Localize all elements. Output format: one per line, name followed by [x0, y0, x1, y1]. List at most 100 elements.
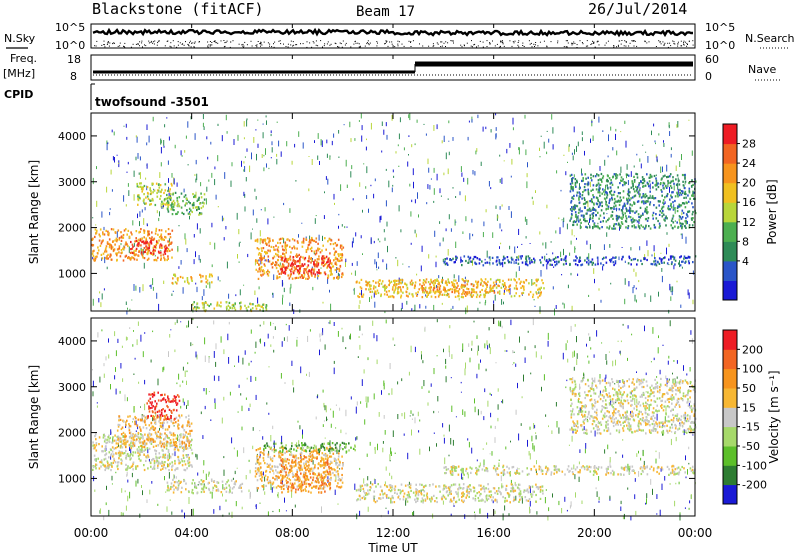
heatmap-speckle: [218, 375, 220, 382]
heatmap-cell: [646, 258, 648, 262]
heatmap-cell: [189, 464, 191, 467]
heatmap-cell: [265, 306, 267, 309]
heatmap-cell: [196, 208, 198, 212]
heatmap-speckle: [233, 447, 235, 450]
heatmap-speckle: [168, 192, 170, 198]
noise-search-dot: [384, 43, 386, 44]
heatmap-cell: [434, 290, 437, 293]
heatmap-cell: [200, 280, 203, 283]
heatmap-speckle: [255, 341, 257, 348]
heatmap-speckle: [448, 424, 450, 432]
heatmap-cell: [640, 224, 642, 227]
heatmap-cell: [132, 245, 134, 248]
heatmap-speckle: [575, 492, 576, 498]
heatmap-speckle: [245, 177, 247, 182]
heatmap-cell: [322, 255, 325, 258]
heatmap-cell: [260, 268, 262, 271]
noise-search-dot: [625, 45, 627, 47]
heatmap-cell: [260, 257, 262, 260]
heatmap-cell: [508, 285, 511, 288]
heatmap-cell: [438, 283, 440, 286]
heatmap-speckle: [395, 257, 397, 259]
heatmap-speckle: [203, 388, 205, 392]
heatmap-speckle: [232, 477, 234, 480]
heatmap-speckle: [214, 398, 216, 403]
heatmap-speckle: [302, 429, 303, 435]
heatmap-cell: [429, 290, 432, 293]
heatmap-cell: [467, 255, 470, 258]
heatmap-cell: [227, 304, 230, 307]
heatmap-cell: [597, 211, 599, 214]
noise-search-dot: [214, 40, 216, 42]
heatmap-cell: [573, 194, 575, 197]
heatmap-cell: [152, 248, 155, 251]
heatmap-speckle: [336, 450, 338, 455]
heatmap-speckle: [135, 430, 137, 432]
heatmap-speckle: [531, 435, 533, 442]
heatmap-cell: [682, 211, 685, 215]
heatmap-speckle: [498, 462, 500, 465]
heatmap-cell: [303, 263, 306, 266]
noise-search-dot: [692, 44, 694, 46]
heatmap-cell: [124, 243, 127, 246]
heatmap-speckle: [427, 402, 429, 406]
heatmap-cell: [481, 288, 483, 292]
heatmap-cell: [264, 238, 267, 241]
heatmap-speckle: [529, 426, 531, 430]
heatmap-cell: [495, 280, 497, 283]
heatmap-cell: [444, 258, 446, 261]
heatmap-speckle: [574, 149, 575, 155]
heatmap-cell: [298, 259, 300, 262]
heatmap-cell: [339, 244, 342, 247]
heatmap-speckle: [157, 378, 159, 386]
noise-search-dot: [528, 40, 530, 42]
heatmap-cell: [228, 301, 231, 304]
noise-search-dot: [259, 43, 261, 45]
heatmap-cell: [572, 207, 574, 210]
heatmap-speckle: [137, 153, 139, 159]
heatmap-cell: [98, 467, 101, 470]
heatmap-cell: [255, 268, 258, 271]
heatmap-cell: [632, 217, 634, 220]
noise-search-dot: [342, 40, 344, 42]
heatmap-cell: [281, 271, 283, 274]
heatmap-cell: [616, 195, 619, 198]
noise-search-dot: [432, 43, 434, 45]
heatmap-cell: [168, 203, 170, 206]
noise-search-dot: [486, 46, 488, 47]
heatmap-cell: [694, 212, 697, 215]
heatmap-cell: [334, 258, 337, 261]
noise-search-dot: [207, 46, 209, 48]
heatmap-cell: [655, 184, 657, 187]
heatmap-cell: [605, 180, 608, 183]
heatmap-cell: [95, 255, 97, 258]
heatmap-cell: [127, 256, 129, 260]
heatmap-speckle: [113, 131, 115, 136]
heatmap-cell: [307, 246, 309, 249]
heatmap-speckle: [207, 156, 209, 160]
heatmap-cell: [585, 177, 587, 180]
heatmap-speckle: [213, 351, 215, 358]
heatmap-cell: [170, 433, 173, 436]
heatmap-speckle: [140, 406, 141, 408]
heatmap-cell: [539, 288, 541, 291]
heatmap-speckle: [99, 376, 101, 383]
heatmap-cell: [141, 434, 144, 437]
heatmap-cell: [683, 202, 686, 205]
heatmap-speckle: [414, 229, 416, 234]
heatmap-cell: [331, 273, 333, 276]
heatmap-cell: [171, 184, 173, 187]
heatmap-speckle: [632, 287, 634, 294]
heatmap-cell: [203, 302, 205, 305]
heatmap-cell: [202, 303, 204, 306]
heatmap-speckle: [669, 131, 671, 136]
noise-search-dot: [385, 40, 387, 42]
heatmap-cell: [129, 466, 131, 469]
heatmap-cell: [691, 179, 693, 182]
heatmap-cell: [424, 286, 427, 289]
noise-search-dot: [634, 40, 636, 42]
heatmap-cell: [309, 239, 311, 242]
heatmap-cell: [151, 236, 153, 239]
heatmap-cell: [571, 182, 574, 185]
heatmap-cell: [657, 182, 659, 185]
